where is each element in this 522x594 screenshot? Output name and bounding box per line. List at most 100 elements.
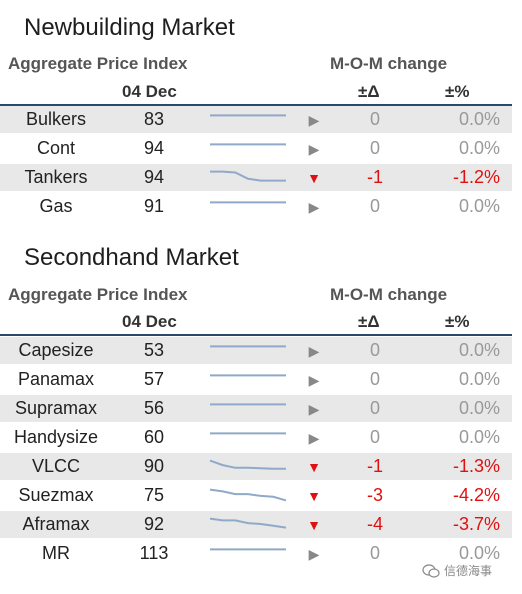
row-percent-change: 0.0% — [458, 138, 500, 158]
watermark: 信德海事 — [422, 562, 492, 579]
row-index-value: 57 — [143, 369, 165, 389]
sparkline — [210, 548, 286, 551]
row-name: Tankers — [24, 167, 88, 187]
secondhand-header-date: 04 Dec — [122, 312, 177, 331]
row-percent-change: -3.7% — [452, 514, 500, 534]
row-delta: 0 — [369, 340, 380, 360]
row-index-value: 92 — [143, 514, 165, 534]
row-name: Capesize — [18, 340, 94, 360]
sparkline — [209, 488, 287, 502]
row-percent-change: 0.0% — [458, 427, 500, 447]
arrow-right-icon: ▶ — [308, 430, 320, 446]
table-row: Cont 94 ▶ 0 0.0% — [0, 135, 512, 162]
row-index-value: 113 — [139, 543, 169, 563]
secondhand-header-index: Aggregate Price Index — [8, 285, 188, 304]
secondhand-title: Secondhand Market — [24, 244, 239, 271]
secondhand-header-rule — [0, 334, 512, 336]
row-percent-change: 0.0% — [458, 369, 500, 389]
watermark-text: 信德海事 — [444, 564, 493, 578]
row-percent-change: 0.0% — [458, 543, 500, 563]
row-index-value: 83 — [143, 109, 165, 129]
row-name: Bulkers — [25, 109, 87, 129]
sparkline — [210, 345, 286, 348]
row-delta: -1 — [366, 167, 383, 187]
row-index-value: 60 — [143, 427, 165, 447]
arrow-right-icon: ▶ — [308, 343, 320, 359]
row-percent-change: -1.3% — [452, 456, 500, 476]
row-percent-change: -4.2% — [452, 485, 500, 505]
row-name: Gas — [39, 196, 73, 216]
sparkline — [210, 143, 286, 146]
newbuilding-header-mom: M-O-M change — [330, 54, 448, 73]
row-percent-change: -1.2% — [452, 167, 500, 187]
wechat-icon — [422, 563, 440, 578]
newbuilding-header-rule — [0, 104, 512, 106]
row-name: VLCC — [31, 456, 80, 476]
row-delta: -1 — [366, 456, 383, 476]
sparkline — [209, 459, 286, 470]
row-index-value: 94 — [143, 167, 165, 187]
row-delta: 0 — [369, 369, 380, 389]
newbuilding-header-index: Aggregate Price Index — [8, 54, 188, 73]
sparkline — [209, 517, 287, 529]
sparkline-line — [209, 459, 286, 470]
secondhand-header-pct: ±% — [445, 312, 470, 331]
table-row: Aframax 92 ▼ -4 -3.7% — [0, 511, 512, 538]
row-index-value: 56 — [143, 398, 165, 418]
row-delta: 0 — [369, 398, 380, 418]
arrow-right-icon: ▶ — [308, 546, 320, 562]
sparkline — [210, 201, 286, 204]
table-row: Suezmax 75 ▼ -3 -4.2% — [0, 482, 512, 509]
row-percent-change: 0.0% — [458, 340, 500, 360]
row-name: Aframax — [22, 514, 90, 534]
row-index-value: 91 — [143, 196, 165, 216]
arrow-down-icon: ▼ — [307, 517, 321, 533]
row-index-value: 53 — [143, 340, 165, 360]
row-percent-change: 0.0% — [458, 196, 500, 216]
sparkline — [210, 114, 286, 117]
row-name: Panamax — [17, 369, 95, 389]
newbuilding-header-delta: ±Δ — [358, 82, 380, 101]
row-delta: 0 — [369, 427, 380, 447]
newbuilding-title: Newbuilding Market — [24, 14, 235, 41]
row-name: Suezmax — [18, 485, 94, 505]
sparkline — [210, 170, 286, 182]
secondhand-header-delta: ±Δ — [358, 312, 380, 331]
arrow-right-icon: ▶ — [308, 112, 320, 128]
sparkline — [210, 403, 286, 406]
table-row: Supramax 56 ▶ 0 0.0% — [0, 395, 512, 422]
table-row: Tankers 94 ▼ -1 -1.2% — [0, 164, 512, 191]
row-percent-change: 0.0% — [458, 398, 500, 418]
sparkline — [210, 432, 286, 435]
row-delta: -3 — [366, 485, 383, 505]
sparkline-line — [209, 488, 287, 502]
sparkline-line — [209, 517, 287, 529]
arrow-down-icon: ▼ — [307, 459, 321, 475]
arrow-right-icon: ▶ — [308, 401, 320, 417]
table-row: Bulkers 83 ▶ 0 0.0% — [0, 106, 512, 133]
table-row: Panamax 57 ▶ 0 0.0% — [0, 366, 512, 393]
row-index-value: 90 — [143, 456, 165, 476]
row-name: Cont — [36, 138, 76, 158]
table-row: VLCC 90 ▼ -1 -1.3% — [0, 453, 512, 480]
row-delta: 0 — [369, 196, 380, 216]
row-index-value: 75 — [143, 485, 165, 505]
sparkline-line — [210, 170, 286, 182]
row-delta: 0 — [369, 109, 380, 129]
arrow-right-icon: ▶ — [308, 199, 320, 215]
row-name: Supramax — [14, 398, 98, 418]
row-delta: 0 — [369, 543, 380, 563]
arrow-down-icon: ▼ — [307, 488, 321, 504]
arrow-right-icon: ▶ — [308, 372, 320, 388]
table-row: Handysize 60 ▶ 0 0.0% — [0, 424, 512, 451]
row-name: Handysize — [13, 427, 99, 447]
row-percent-change: 0.0% — [458, 109, 500, 129]
newbuilding-header-pct: ±% — [445, 82, 470, 101]
arrow-right-icon: ▶ — [308, 141, 320, 157]
secondhand-header-mom: M-O-M change — [330, 285, 448, 304]
table-row: Capesize 53 ▶ 0 0.0% — [0, 337, 512, 364]
row-name: MR — [42, 543, 70, 563]
row-index-value: 94 — [143, 138, 165, 158]
arrow-down-icon: ▼ — [307, 170, 321, 186]
table-row: MR 113 ▶ 0 0.0% — [0, 540, 512, 567]
